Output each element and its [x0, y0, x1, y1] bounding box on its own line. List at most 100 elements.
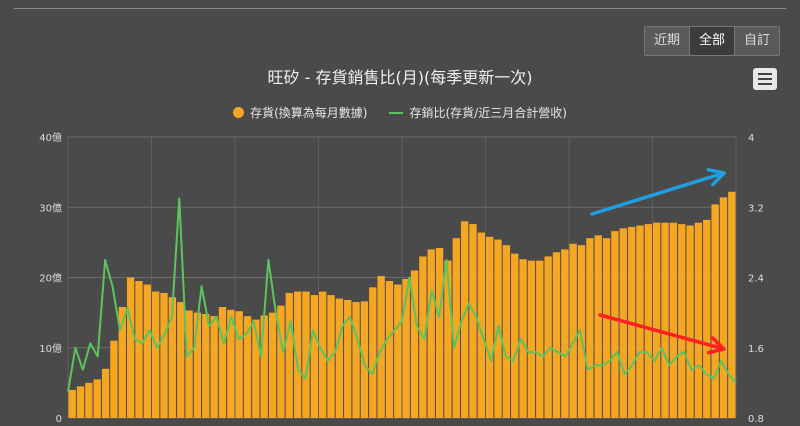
inventory-bar [76, 386, 85, 418]
left-axis-tick-label: 30億 [39, 201, 62, 214]
inventory-bar [486, 236, 494, 418]
inventory-bar [202, 314, 210, 418]
inventory-bar [569, 243, 577, 418]
chart-title: 旺矽 - 存貨銷售比(月)(每季更新一次) [267, 68, 533, 87]
legend-ratio-marker [389, 111, 404, 114]
inventory-bar [519, 259, 527, 418]
inventory-bar [594, 235, 602, 418]
inventory-bar [728, 191, 736, 418]
inventory-bar [661, 222, 669, 418]
ratio-series-line [67, 197, 737, 392]
inventory-bar [185, 310, 193, 418]
right-axis-tick-label: 2.4 [748, 274, 764, 285]
range-recent-button[interactable]: 近期 [645, 27, 691, 55]
grid-lines [67, 136, 737, 419]
inventory-bar [85, 382, 93, 418]
inventory-bar [669, 222, 678, 418]
inventory-bar [143, 284, 151, 418]
inventory-bar [310, 295, 318, 418]
inventory-bar [552, 252, 561, 418]
inventory-bar [511, 253, 519, 418]
inventory-bar [452, 238, 460, 418]
inventory-bar [502, 245, 511, 418]
left-axis-tick-label: 20億 [39, 272, 62, 285]
inventory-bar [636, 225, 644, 418]
legend-inventory-marker [233, 107, 245, 118]
inventory-bar [444, 260, 452, 418]
inventory-bar [536, 260, 544, 418]
inventory-bar [385, 281, 394, 418]
inventory-bar [719, 197, 728, 418]
inventory-bar [135, 281, 143, 418]
right-axis-tick-label: 3.2 [748, 203, 764, 214]
inventory-bar [101, 368, 110, 418]
annotation-arrows [590, 168, 726, 355]
inventory-bar [469, 224, 477, 418]
legend-ratio[interactable]: 存銷比(存貨/近三月合計營收) [389, 104, 567, 121]
legend-inventory-label: 存貨(換算為每月數據) [250, 106, 368, 120]
inventory-bar [285, 292, 293, 418]
inventory-bar [527, 260, 536, 418]
inventory-bar [160, 292, 168, 418]
range-all-button[interactable]: 全部 [690, 27, 736, 55]
trend-down-arrow-shaft [598, 313, 726, 351]
axis-ticks: 0 10億 20億 30億 40億 0.8 1.6 2.4 3.2 4 [39, 131, 764, 425]
inventory-bar [686, 225, 694, 418]
inventory-bar [460, 221, 469, 418]
inventory-bar [152, 291, 160, 418]
inventory-bar [577, 245, 586, 418]
inventory-bar [644, 224, 652, 418]
inventory-bar [586, 238, 594, 418]
inventory-bar [694, 222, 703, 418]
inventory-bar [235, 311, 243, 418]
left-axis-tick-label: 10億 [39, 342, 62, 355]
inventory-bar [561, 249, 569, 418]
range-selector: 近期 全部 自訂 [644, 26, 781, 56]
inventory-bar [243, 316, 252, 418]
inventory-bar [711, 204, 719, 418]
inventory-bar [68, 389, 76, 418]
inventory-bar [293, 291, 302, 418]
right-axis-tick-label: 0.8 [748, 414, 764, 425]
right-axis-tick-label: 1.6 [748, 344, 764, 355]
chart-legend: 存貨(換算為每月數據) 存銷比(存貨/近三月合計營收) [0, 104, 800, 121]
right-axis-tick-label: 4 [748, 133, 754, 144]
inventory-bar [319, 291, 327, 418]
inventory-bar [218, 307, 227, 418]
inventory-bar [352, 302, 360, 418]
inventory-bar [410, 270, 419, 418]
inventory-bar [602, 238, 611, 418]
inventory-bar [126, 277, 135, 418]
inventory-bar [93, 379, 101, 418]
trend-up-arrow-head [706, 168, 726, 187]
inventory-bar [118, 307, 126, 418]
inventory-bar [193, 312, 202, 418]
inventory-bar [302, 291, 310, 418]
inventory-bar [678, 224, 686, 418]
inventory-bar [260, 315, 268, 418]
inventory-bar [344, 299, 352, 418]
legend-inventory[interactable]: 存貨(換算為每月數據) [233, 104, 367, 121]
inventory-bar [335, 298, 344, 418]
legend-ratio-label: 存銷比(存貨/近三月合計營收) [409, 106, 567, 120]
inventory-bar [402, 278, 410, 418]
trend-up-arrow-shaft [590, 171, 726, 216]
inventory-bar [252, 319, 260, 418]
inventory-bar [227, 309, 235, 418]
inventory-bar [268, 312, 277, 418]
inventory-bar [177, 302, 185, 418]
inventory-bar [435, 247, 444, 418]
inventory-bar [427, 249, 435, 418]
inventory-bar [544, 256, 552, 418]
chart-menu-icon[interactable] [753, 68, 777, 90]
inventory-bar [611, 231, 619, 418]
inventory-bar [653, 222, 661, 418]
range-custom-button[interactable]: 自訂 [735, 27, 780, 55]
inventory-bar [377, 276, 385, 418]
inventory-bars [68, 191, 736, 418]
inventory-bar [360, 301, 369, 418]
inventory-bar [703, 219, 711, 418]
inventory-bar [110, 340, 118, 418]
inventory-bar [210, 316, 218, 418]
